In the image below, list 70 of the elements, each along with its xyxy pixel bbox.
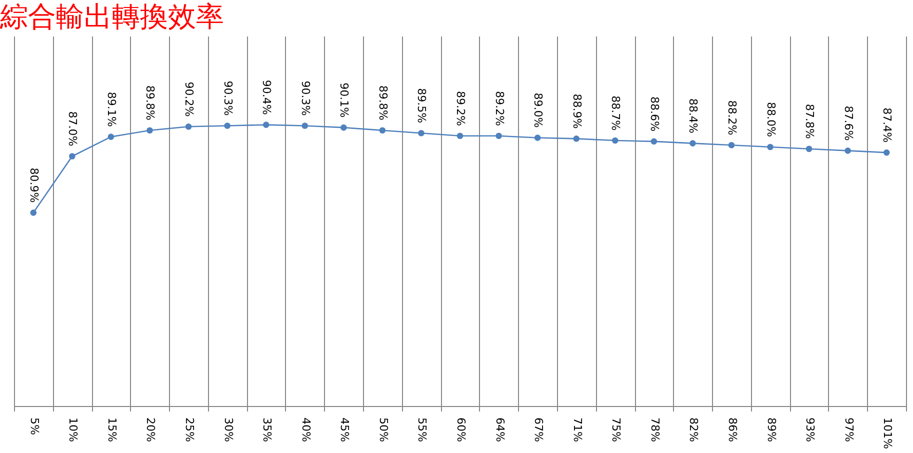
- x-tick-label: 50%: [376, 418, 390, 442]
- point: [418, 130, 424, 136]
- point: [146, 127, 153, 134]
- x-tick-label: 30%: [222, 418, 235, 442]
- x-tick-label: 64%: [493, 418, 506, 442]
- point: [496, 132, 502, 140]
- data-label: 88.4%: [686, 98, 700, 134]
- point: [844, 148, 851, 154]
- data-label: 89.8%: [144, 85, 157, 120]
- data-label: 89.8%: [376, 85, 390, 120]
- data-label: 89.1%: [104, 92, 118, 127]
- point: [69, 153, 76, 160]
- data-label: 87.6%: [842, 106, 855, 141]
- point: [883, 149, 890, 156]
- x-tick-label: 5%: [28, 418, 41, 435]
- x-tick-label: 97%: [842, 418, 856, 442]
- data-label: 87.0%: [66, 111, 80, 146]
- data-label: 90.1%: [338, 82, 351, 118]
- data-label: 88.2%: [725, 100, 738, 136]
- data-label: 87.4%: [880, 108, 894, 143]
- point: [767, 144, 774, 150]
- data-label: 90.3%: [298, 80, 312, 116]
- x-tick-label: 15%: [105, 418, 118, 442]
- data-label: 80.9%: [27, 168, 40, 203]
- data-label: 90.4%: [260, 80, 274, 115]
- chart-title: 綜合輸出轉換效率: [0, 0, 224, 33]
- point: [690, 140, 696, 146]
- point: [302, 122, 308, 129]
- data-label: 89.5%: [415, 88, 428, 124]
- point: [379, 127, 386, 134]
- x-tick-label: 35%: [260, 418, 274, 442]
- point: [728, 142, 735, 148]
- data-label: 88.6%: [648, 96, 661, 132]
- x-tick-label: 78%: [648, 418, 662, 442]
- x-tick-label: 82%: [687, 418, 700, 442]
- point: [456, 132, 464, 140]
- x-tick-label: 75%: [610, 418, 623, 442]
- x-tick-label: 25%: [183, 418, 196, 442]
- data-label: 88.0%: [764, 102, 778, 137]
- x-tick-label: 86%: [726, 418, 739, 442]
- point: [262, 122, 270, 128]
- x-tick-label: 55%: [416, 418, 429, 442]
- x-tick-label: 89%: [764, 418, 778, 442]
- point: [30, 210, 37, 216]
- x-tick-label: 20%: [144, 418, 158, 442]
- x-tick-label: 67%: [532, 418, 546, 442]
- point: [573, 136, 580, 142]
- point: [650, 138, 658, 145]
- point: [340, 124, 347, 131]
- x-tick-label: 45%: [338, 418, 352, 442]
- data-label: 89.2%: [454, 90, 467, 126]
- x-tick-label: 93%: [804, 418, 817, 442]
- x-tick-label: 40%: [299, 418, 312, 442]
- point: [806, 146, 812, 152]
- x-tick-label: 60%: [454, 418, 468, 442]
- point: [108, 134, 114, 140]
- data-label: 89.0%: [532, 92, 545, 128]
- x-tick-label: 10%: [66, 418, 80, 442]
- data-label: 89.2%: [492, 90, 506, 126]
- point: [224, 122, 230, 129]
- point: [534, 134, 541, 141]
- x-tick-label: 101%: [881, 418, 894, 449]
- data-label: 88.7%: [609, 96, 622, 131]
- point: [185, 123, 192, 130]
- data-label: 90.3%: [221, 80, 234, 116]
- point: [612, 137, 618, 144]
- x-tick-label: 71%: [570, 418, 584, 442]
- data-label: 88.9%: [570, 94, 584, 129]
- data-label: 87.8%: [803, 104, 816, 139]
- data-label: 90.2%: [182, 82, 196, 117]
